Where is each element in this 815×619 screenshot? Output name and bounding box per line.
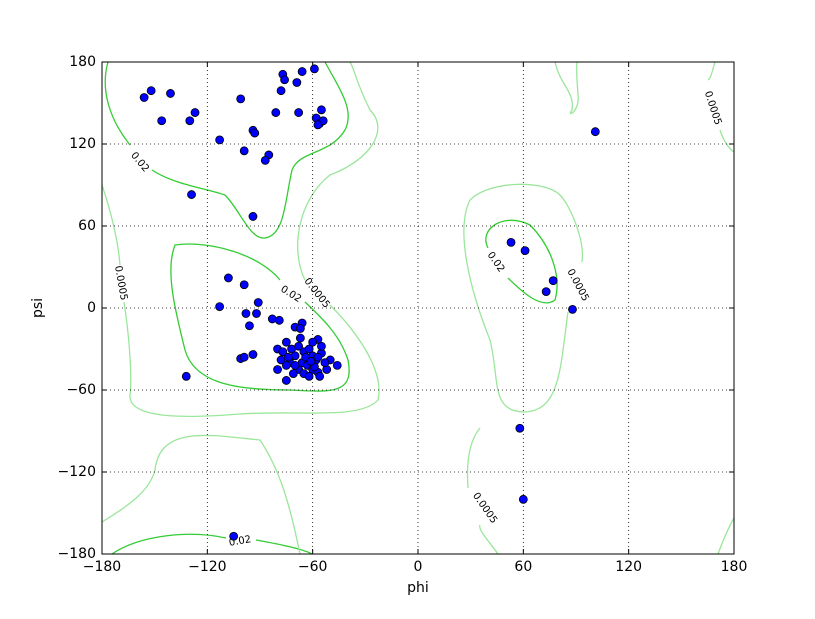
point	[271, 108, 281, 117]
point	[166, 89, 175, 98]
point	[590, 127, 600, 137]
point	[187, 190, 196, 199]
point	[236, 94, 246, 104]
point	[273, 365, 282, 374]
point	[310, 64, 319, 74]
point	[248, 212, 258, 221]
point	[215, 302, 225, 312]
point	[283, 352, 293, 362]
point	[288, 369, 298, 379]
point	[290, 351, 300, 361]
point	[294, 341, 304, 351]
point	[320, 358, 330, 368]
point	[304, 371, 314, 381]
point	[306, 356, 316, 366]
contour-line	[485, 219, 558, 304]
x-tick-label: 60	[514, 559, 532, 575]
point	[229, 531, 239, 541]
contour-line	[554, 61, 579, 115]
x-tick-label: −60	[298, 559, 328, 575]
x-tick-label: 180	[721, 559, 748, 575]
y-tick-label: −180	[58, 546, 96, 562]
point	[294, 108, 304, 117]
point	[548, 276, 558, 286]
point	[245, 321, 254, 331]
contour-line	[466, 427, 499, 555]
point	[308, 337, 318, 347]
y-tick-label: 120	[69, 136, 96, 152]
contour-line	[463, 183, 584, 413]
point	[304, 344, 314, 354]
point	[313, 120, 323, 130]
x-axis-label: phi	[407, 580, 429, 596]
contour-line	[101, 61, 380, 418]
point	[248, 350, 258, 359]
x-tick-label: 0	[414, 559, 423, 575]
y-tick-label: −120	[58, 464, 96, 480]
point	[239, 280, 249, 290]
point	[260, 155, 270, 165]
y-tick-label: 0	[87, 300, 96, 316]
point	[223, 273, 233, 283]
point	[515, 423, 525, 433]
point	[252, 309, 261, 318]
point	[139, 93, 149, 102]
point	[520, 246, 530, 256]
point	[518, 494, 528, 504]
point	[281, 376, 291, 385]
point	[313, 352, 323, 362]
point	[290, 360, 300, 370]
plot-frame	[101, 61, 735, 555]
contour-line	[170, 243, 350, 392]
point	[292, 78, 302, 87]
y-tick-label: 60	[78, 218, 96, 234]
point	[297, 67, 307, 76]
point	[315, 371, 325, 381]
point	[274, 315, 284, 325]
contours	[101, 61, 735, 555]
point	[568, 304, 577, 314]
point	[157, 116, 167, 126]
point	[506, 237, 516, 247]
contour-line	[104, 61, 349, 239]
point	[280, 75, 289, 85]
point	[190, 108, 200, 117]
point	[239, 146, 249, 156]
point	[295, 324, 305, 333]
point	[317, 341, 326, 351]
point	[541, 287, 551, 297]
point	[250, 128, 260, 138]
point	[276, 86, 286, 96]
x-tick-label: −120	[188, 559, 226, 575]
contour-line	[717, 517, 735, 555]
point	[278, 347, 288, 357]
contour-line	[111, 533, 313, 555]
point	[253, 298, 263, 307]
point	[185, 116, 195, 126]
point	[181, 371, 191, 381]
contour-line	[101, 434, 301, 555]
x-tick-label: −180	[83, 559, 121, 575]
point	[281, 337, 291, 347]
point	[241, 309, 251, 318]
x-tick-label: 120	[615, 559, 642, 575]
contour-line	[707, 61, 735, 153]
point	[332, 360, 342, 370]
y-axis-label: psi	[30, 298, 46, 318]
y-tick-label: 180	[69, 54, 96, 70]
point	[239, 352, 249, 362]
point	[267, 314, 277, 324]
point	[146, 86, 156, 96]
y-tick-label: −60	[66, 382, 96, 398]
point	[295, 333, 305, 343]
point	[215, 135, 225, 145]
point	[281, 360, 291, 370]
point	[317, 105, 326, 115]
